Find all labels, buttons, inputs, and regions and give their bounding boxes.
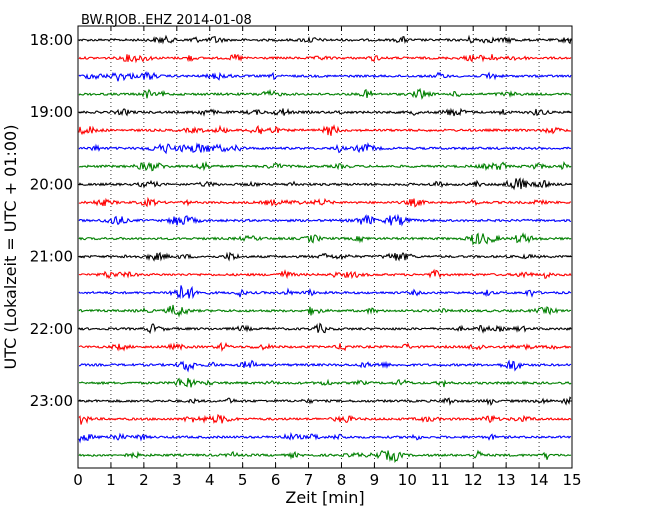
x-tick-label: 0: [73, 471, 83, 489]
seismogram-trace: [78, 413, 572, 425]
seismogram-trace: [78, 177, 572, 191]
chart-title: BW.RJOB..EHZ 2014-01-08: [81, 13, 252, 28]
seismogram-trace: [78, 124, 572, 136]
seismogram-trace: [78, 449, 572, 463]
y-tick-label: 20:00: [30, 175, 73, 193]
seismogram-trace: [78, 377, 572, 388]
seismogram-trace: [78, 196, 572, 208]
seismogram-trace: [78, 322, 572, 335]
seismogram-trace: [78, 359, 572, 373]
x-tick-label: 12: [464, 471, 483, 489]
y-tick-label: 18:00: [30, 31, 73, 49]
seismogram-trace: [78, 341, 572, 353]
seismogram-trace: [78, 268, 572, 280]
x-tick-label: 7: [304, 471, 314, 489]
seismogram-trace: [78, 160, 572, 172]
y-tick-label: 21:00: [30, 248, 73, 266]
x-tick-label: 1: [106, 471, 116, 489]
x-axis-ticks: 0 1 2 3 4 5 6 7 8 9 10 11 12 13 14 15: [73, 26, 582, 489]
seismogram-trace: [78, 432, 572, 444]
y-tick-label: 22:00: [30, 320, 73, 338]
seismogram-trace: [78, 213, 572, 227]
plot-frame: [77, 25, 573, 469]
x-tick-label: 3: [172, 471, 182, 489]
seismogram-trace: [78, 142, 572, 155]
x-tick-label: 9: [370, 471, 380, 489]
x-axis-label: Zeit [min]: [285, 488, 364, 507]
x-tick-label: 15: [562, 471, 581, 489]
seismogram-trace: [78, 285, 572, 300]
seismogram-trace: [78, 34, 572, 45]
grid-lines: [110, 26, 540, 468]
y-tick-label: 19:00: [30, 103, 73, 121]
x-tick-label: 4: [205, 471, 215, 489]
x-tick-label: 5: [238, 471, 248, 489]
y-axis-label: UTC (Lokalzeit = UTC + 01:00): [1, 125, 20, 370]
y-axis-ticks: 18:00 19:00 20:00 21:00 22:00 23:00: [30, 31, 572, 410]
y-tick-label: 23:00: [30, 392, 73, 410]
x-tick-label: 2: [139, 471, 149, 489]
seismogram-traces: [78, 34, 572, 463]
x-tick-label: 10: [398, 471, 417, 489]
seismogram-trace: [78, 87, 572, 100]
seismogram-trace: [78, 396, 572, 407]
seismogram-trace: [78, 71, 572, 82]
x-tick-label: 8: [337, 471, 347, 489]
seismogram-trace: [78, 232, 572, 246]
seismogram-trace: [78, 53, 572, 64]
x-tick-label: 14: [530, 471, 549, 489]
x-tick-label: 6: [271, 471, 281, 489]
seismogram-trace: [78, 107, 571, 117]
x-tick-label: 11: [431, 471, 450, 489]
x-tick-label: 13: [497, 471, 516, 489]
seismogram-trace: [78, 251, 572, 262]
seismogram-trace: [78, 304, 572, 318]
